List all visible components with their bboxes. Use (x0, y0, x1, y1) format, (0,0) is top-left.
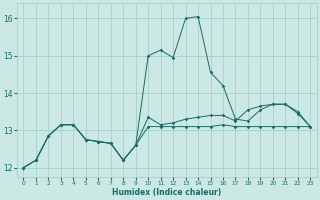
X-axis label: Humidex (Indice chaleur): Humidex (Indice chaleur) (112, 188, 221, 197)
